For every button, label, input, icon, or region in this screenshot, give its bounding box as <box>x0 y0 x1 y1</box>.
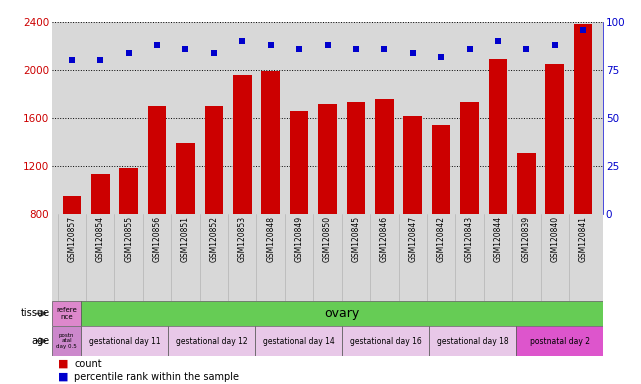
Text: percentile rank within the sample: percentile rank within the sample <box>74 372 240 382</box>
Bar <box>432 125 451 214</box>
Bar <box>168 326 255 356</box>
Bar <box>255 326 342 356</box>
Text: gestational day 14: gestational day 14 <box>263 336 335 346</box>
Text: count: count <box>74 359 102 369</box>
Point <box>379 46 390 52</box>
Text: gestational day 11: gestational day 11 <box>88 336 160 346</box>
Text: GSM120851: GSM120851 <box>181 216 190 262</box>
Text: GSM120852: GSM120852 <box>210 216 219 262</box>
Text: GSM120853: GSM120853 <box>238 216 247 262</box>
Bar <box>574 25 592 214</box>
Bar <box>52 214 603 301</box>
Bar <box>517 153 535 214</box>
Bar <box>347 103 365 214</box>
Text: GSM120839: GSM120839 <box>522 216 531 262</box>
Text: GSM120848: GSM120848 <box>266 216 275 262</box>
Text: postn
atal
day 0.5: postn atal day 0.5 <box>56 333 77 349</box>
Bar <box>429 326 516 356</box>
Point <box>351 46 361 52</box>
Point <box>493 38 503 44</box>
Point <box>549 42 560 48</box>
Bar <box>52 326 81 356</box>
Bar <box>91 174 110 214</box>
Point <box>265 42 276 48</box>
Bar <box>342 326 429 356</box>
Bar <box>204 106 223 214</box>
Point <box>464 46 474 52</box>
Text: GSM120840: GSM120840 <box>550 216 559 262</box>
Bar <box>63 196 81 214</box>
Bar <box>119 169 138 214</box>
Bar <box>545 64 564 214</box>
Text: refere
nce: refere nce <box>56 307 77 320</box>
Point <box>578 26 588 33</box>
Point <box>521 46 531 52</box>
Text: GSM120841: GSM120841 <box>579 216 588 262</box>
Text: GSM120846: GSM120846 <box>380 216 389 262</box>
Bar <box>319 104 337 214</box>
Text: GSM120843: GSM120843 <box>465 216 474 262</box>
Text: postnatal day 2: postnatal day 2 <box>529 336 590 346</box>
Text: ■: ■ <box>58 359 69 369</box>
Text: age: age <box>32 336 50 346</box>
Point <box>408 50 418 56</box>
Text: GSM120855: GSM120855 <box>124 216 133 262</box>
Bar <box>290 111 308 214</box>
Text: GSM120849: GSM120849 <box>295 216 304 262</box>
Text: gestational day 12: gestational day 12 <box>176 336 247 346</box>
Bar <box>148 106 166 214</box>
Text: GSM120842: GSM120842 <box>437 216 445 262</box>
Bar <box>81 326 168 356</box>
Point <box>294 46 304 52</box>
Bar <box>460 103 479 214</box>
Point <box>436 53 446 60</box>
Text: GSM120844: GSM120844 <box>494 216 503 262</box>
Text: gestational day 16: gestational day 16 <box>349 336 421 346</box>
Bar <box>488 59 507 214</box>
Text: ovary: ovary <box>324 307 360 320</box>
Point <box>322 42 333 48</box>
Text: GSM120847: GSM120847 <box>408 216 417 262</box>
Text: gestational day 18: gestational day 18 <box>437 336 508 346</box>
Bar <box>176 143 195 214</box>
Bar <box>233 75 251 214</box>
Point <box>95 57 105 63</box>
Point <box>67 57 77 63</box>
Bar <box>516 326 603 356</box>
Text: GSM120856: GSM120856 <box>153 216 162 262</box>
Text: tissue: tissue <box>21 308 50 318</box>
Text: GSM120850: GSM120850 <box>323 216 332 262</box>
Bar <box>52 301 81 326</box>
Text: GSM120857: GSM120857 <box>67 216 76 262</box>
Point <box>209 50 219 56</box>
Text: GSM120854: GSM120854 <box>96 216 104 262</box>
Bar <box>403 116 422 214</box>
Point <box>124 50 134 56</box>
Bar <box>262 71 280 214</box>
Text: ■: ■ <box>58 372 69 382</box>
Bar <box>375 99 394 214</box>
Point <box>152 42 162 48</box>
Text: GSM120845: GSM120845 <box>351 216 360 262</box>
Point <box>180 46 190 52</box>
Point <box>237 38 247 44</box>
